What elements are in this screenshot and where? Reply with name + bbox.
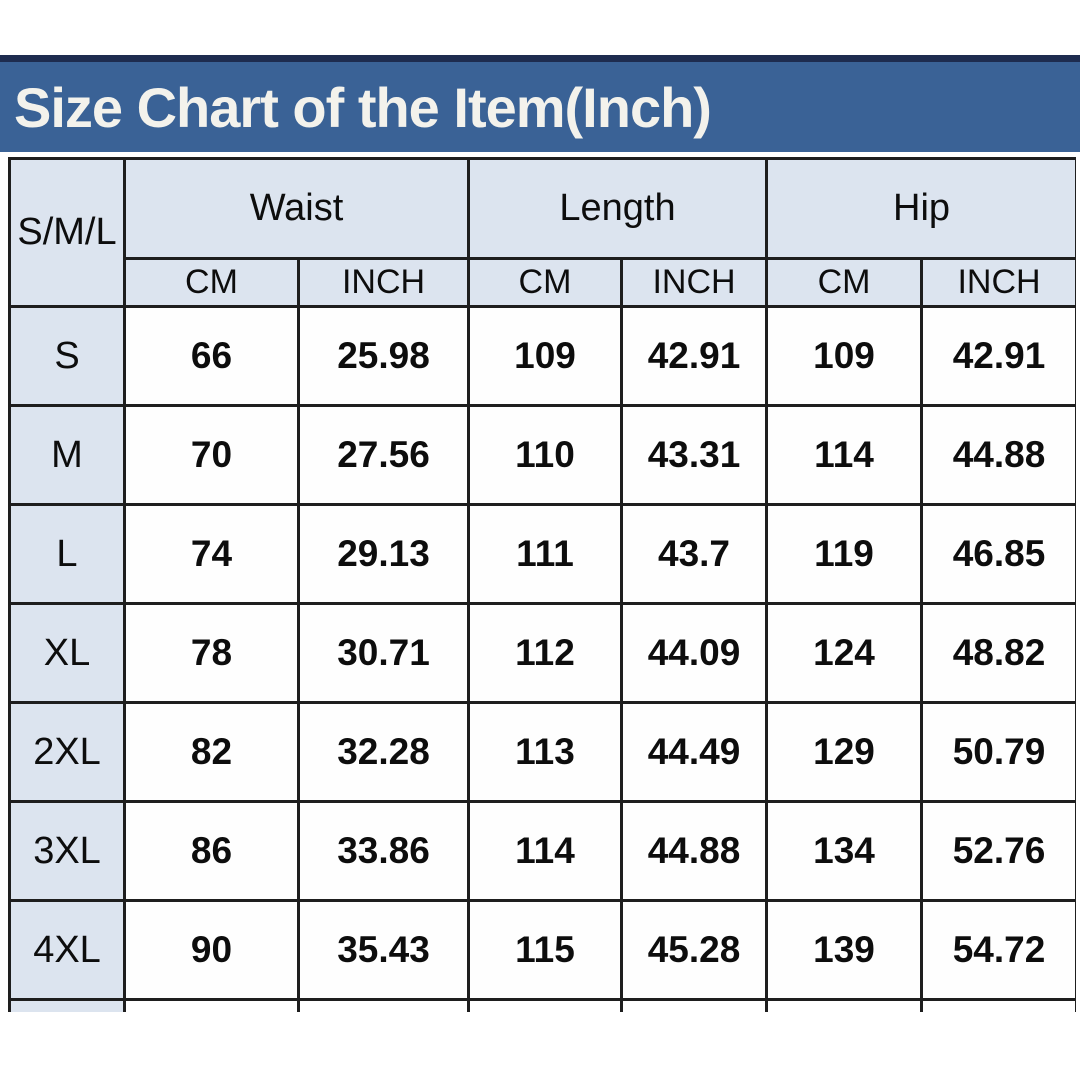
length-cm-value: 114 xyxy=(467,800,623,902)
hip-cm-value: 124 xyxy=(765,602,924,704)
waist-cm-value: 86 xyxy=(123,800,300,902)
length-inch-value: 42.91 xyxy=(619,305,769,407)
length-cm-value: 113 xyxy=(467,701,623,803)
length-cm-value: 112 xyxy=(467,602,623,704)
header-group-row: S/M/L Waist Length Hip xyxy=(8,157,1076,308)
size-chart-table: S/M/L Waist Length Hip CM INCH CM INCH C… xyxy=(8,157,1076,1012)
length-cm-value: 115 xyxy=(467,899,623,1001)
unit-header-length-cm: CM xyxy=(467,257,623,308)
length-cm-value: 110 xyxy=(467,404,623,506)
waist-cm-value: 82 xyxy=(123,701,300,803)
waist-inch-value: 29.13 xyxy=(297,503,470,605)
unit-header-hip-inch: INCH xyxy=(920,257,1076,308)
waist-inch-value: 35.43 xyxy=(297,899,470,1001)
hip-cm-value: 119 xyxy=(765,503,924,605)
hip-cm-value: 139 xyxy=(765,899,924,1001)
table-row-s: S 66 25.98 109 42.91 109 42.91 xyxy=(8,305,1076,407)
length-cm-value: 109 xyxy=(467,305,623,407)
waist-inch-value: 27.56 xyxy=(297,404,470,506)
size-label: 2XL xyxy=(8,701,126,803)
waist-inch-value: 33.86 xyxy=(297,800,470,902)
hip-cm-value: 129 xyxy=(765,701,924,803)
column-group-waist: Waist xyxy=(123,157,470,260)
waist-cm-value: 66 xyxy=(123,305,300,407)
size-label: 4XL xyxy=(8,899,126,1001)
table-row-3xl: 3XL 86 33.86 114 44.88 134 52.76 xyxy=(8,800,1076,902)
size-label: L xyxy=(8,503,126,605)
size-label: S xyxy=(8,305,126,407)
unit-header-hip-cm: CM xyxy=(765,257,924,308)
length-cm-value: 111 xyxy=(467,503,623,605)
column-group-length: Length xyxy=(466,157,769,260)
length-inch-value: 43.7 xyxy=(619,503,769,605)
hip-inch-value: 42.91 xyxy=(920,305,1076,407)
length-inch-value: 44.49 xyxy=(619,701,769,803)
length-inch-value: 44.88 xyxy=(619,800,769,902)
size-label: 3XL xyxy=(8,800,126,902)
hip-inch-value: 44.88 xyxy=(920,404,1076,506)
title-bar-top-border xyxy=(0,55,1080,62)
table-row-xl: XL 78 30.71 112 44.09 124 48.82 xyxy=(8,602,1076,704)
corner-header-size: S/M/L xyxy=(8,157,126,308)
hip-inch-value: 48.82 xyxy=(920,602,1076,704)
table-row-m: M 70 27.56 110 43.31 114 44.88 xyxy=(8,404,1076,506)
size-label: M xyxy=(8,404,126,506)
table-row-l: L 74 29.13 111 43.7 119 46.85 xyxy=(8,503,1076,605)
table-row-4xl: 4XL 90 35.43 115 45.28 139 54.72 xyxy=(8,899,1076,1001)
hip-cm-value: 109 xyxy=(765,305,924,407)
top-whitespace xyxy=(0,0,1080,55)
hip-inch-value: 50.79 xyxy=(920,701,1076,803)
length-inch-value: 44.09 xyxy=(619,602,769,704)
size-label: XL xyxy=(8,602,126,704)
unit-header-length-inch: INCH xyxy=(619,257,769,308)
length-inch-value: 43.31 xyxy=(619,404,769,506)
title-bar: Size Chart of the Item(Inch) xyxy=(0,62,1080,152)
hip-cm-value: 134 xyxy=(765,800,924,902)
waist-inch-value: 25.98 xyxy=(297,305,470,407)
hip-inch-value: 52.76 xyxy=(920,800,1076,902)
waist-cm-value: 70 xyxy=(123,404,300,506)
waist-cm-value: 90 xyxy=(123,899,300,1001)
hip-inch-value: 46.85 xyxy=(920,503,1076,605)
table-row-2xl: 2XL 82 32.28 113 44.49 129 50.79 xyxy=(8,701,1076,803)
table-row-cutoff xyxy=(8,998,1076,1012)
unit-header-waist-cm: CM xyxy=(123,257,300,308)
header-unit-row: CM INCH CM INCH CM INCH xyxy=(10,257,1076,308)
waist-inch-value: 32.28 xyxy=(297,701,470,803)
hip-cm-value: 114 xyxy=(765,404,924,506)
unit-header-waist-inch: INCH xyxy=(297,257,470,308)
hip-inch-value: 54.72 xyxy=(920,899,1076,1001)
page-title: Size Chart of the Item(Inch) xyxy=(14,75,712,139)
waist-cm-value: 74 xyxy=(123,503,300,605)
waist-cm-value: 78 xyxy=(123,602,300,704)
size-chart-table-container: S/M/L Waist Length Hip CM INCH CM INCH C… xyxy=(8,157,1076,1012)
length-inch-value: 45.28 xyxy=(619,899,769,1001)
column-group-hip: Hip xyxy=(765,157,1076,260)
waist-inch-value: 30.71 xyxy=(297,602,470,704)
